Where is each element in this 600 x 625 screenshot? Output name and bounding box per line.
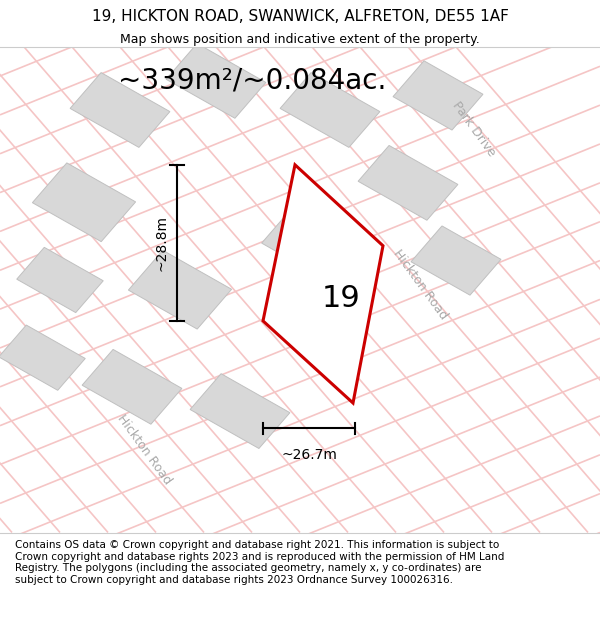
Polygon shape (263, 165, 383, 403)
Polygon shape (0, 325, 85, 390)
Text: ~26.7m: ~26.7m (281, 448, 337, 462)
Text: Hickton Road: Hickton Road (115, 412, 173, 488)
Polygon shape (17, 248, 103, 312)
Polygon shape (280, 72, 380, 148)
Text: Map shows position and indicative extent of the property.: Map shows position and indicative extent… (120, 32, 480, 46)
Polygon shape (82, 349, 182, 424)
Polygon shape (32, 163, 136, 242)
Text: 19: 19 (322, 284, 361, 312)
Text: Hickton Road: Hickton Road (391, 248, 449, 322)
Polygon shape (128, 250, 232, 329)
Polygon shape (393, 61, 483, 130)
Polygon shape (358, 146, 458, 220)
Polygon shape (70, 72, 170, 148)
Text: Park Drive: Park Drive (450, 99, 498, 159)
Polygon shape (411, 226, 501, 295)
Text: 19, HICKTON ROAD, SWANWICK, ALFRETON, DE55 1AF: 19, HICKTON ROAD, SWANWICK, ALFRETON, DE… (92, 9, 508, 24)
Polygon shape (166, 44, 266, 118)
Text: ~28.8m: ~28.8m (155, 215, 169, 271)
Polygon shape (190, 374, 290, 449)
Text: Contains OS data © Crown copyright and database right 2021. This information is : Contains OS data © Crown copyright and d… (15, 540, 505, 585)
Polygon shape (262, 211, 338, 271)
Text: ~339m²/~0.084ac.: ~339m²/~0.084ac. (118, 66, 386, 94)
